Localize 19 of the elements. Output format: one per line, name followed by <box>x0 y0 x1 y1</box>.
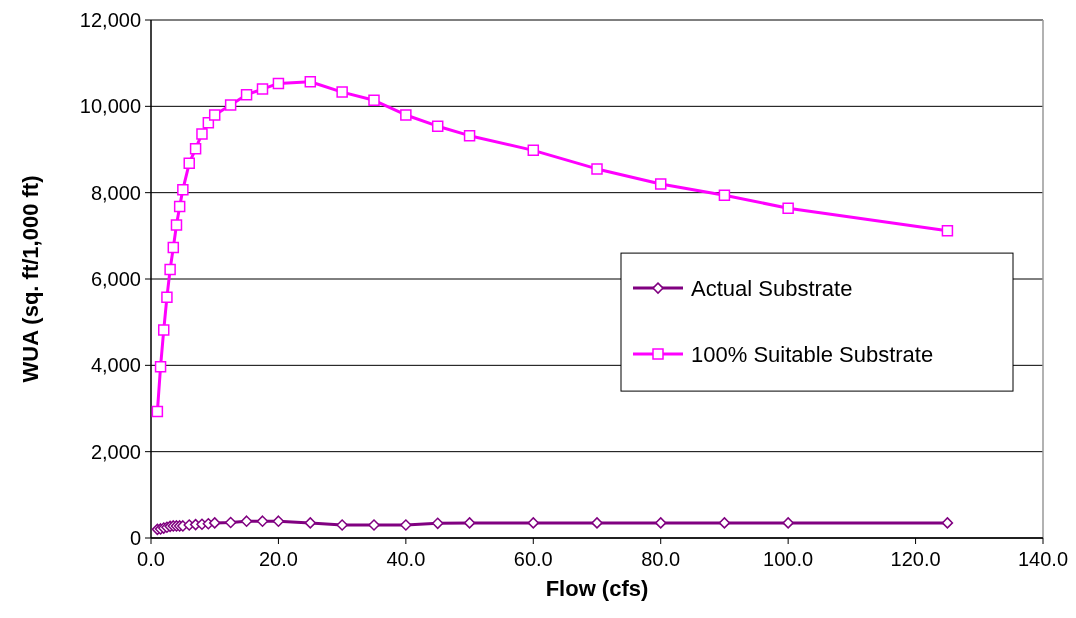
x-tick-label: 40.0 <box>386 548 426 570</box>
y-tick-label: 12,000 <box>79 9 141 31</box>
x-tick-label: 140.0 <box>1017 548 1069 570</box>
legend-label: 100% Suitable Substrate <box>691 341 934 367</box>
y-tick-label: 8,000 <box>90 181 141 204</box>
y-tick-label: 2,000 <box>90 440 141 463</box>
y-tick-label: 0 <box>129 527 141 549</box>
y-axis-title: WUA (sq. ft/1,000 ft) <box>18 175 43 383</box>
x-tick-label: 0.0 <box>137 548 165 570</box>
y-tick-label: 6,000 <box>90 268 141 290</box>
x-tick-label: 100.0 <box>763 548 814 570</box>
x-axis-title: Flow (cfs) <box>545 576 649 601</box>
x-tick-label: 60.0 <box>513 548 553 570</box>
x-tick-label: 80.0 <box>641 548 681 570</box>
y-tick-label: 10,000 <box>79 95 141 118</box>
y-tick-label: 4,000 <box>90 354 141 377</box>
x-tick-label: 120.0 <box>890 548 941 570</box>
legend-label: Actual Substrate <box>691 275 853 301</box>
x-tick-label: 20.0 <box>258 548 298 570</box>
